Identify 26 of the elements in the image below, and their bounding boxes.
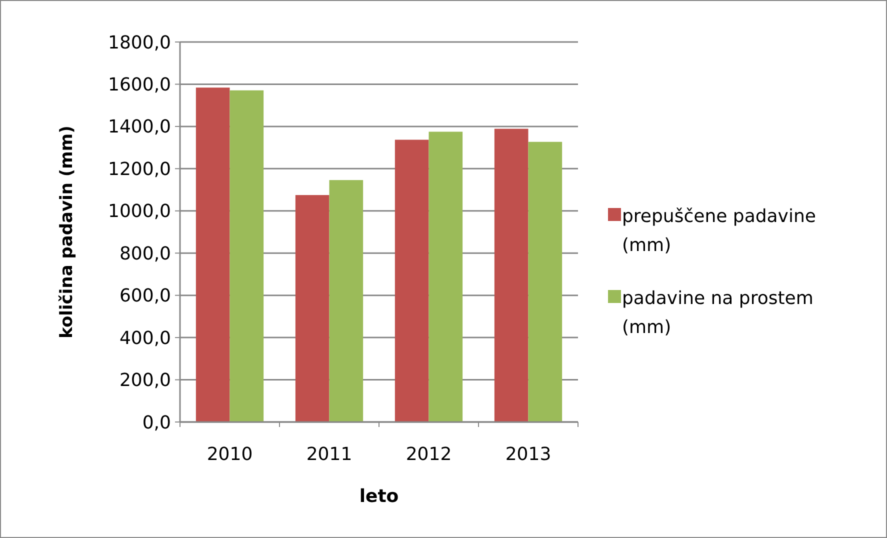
bar — [230, 90, 264, 422]
y-tick-label: 1000,0 — [108, 201, 171, 222]
y-axis-title: količina padavin (mm) — [57, 126, 77, 338]
legend-label: padavine na prostem (mm) — [622, 288, 814, 338]
y-tick-label: 1600,0 — [108, 74, 171, 96]
y-tick-label: 0,0 — [142, 412, 171, 434]
x-axis-title: leto — [359, 486, 399, 507]
y-tick-label: 600,0 — [119, 286, 171, 307]
y-tick-label: 800,0 — [119, 243, 171, 264]
bar — [196, 88, 230, 422]
x-tick-label: 2011 — [306, 444, 352, 465]
bar — [394, 140, 429, 422]
y-tick-label: 1800,0 — [108, 32, 171, 54]
x-tick-label: 2012 — [406, 444, 452, 465]
y-tick-label: 200,0 — [119, 370, 171, 392]
x-tick-label: 2010 — [206, 444, 253, 465]
bar — [428, 132, 463, 422]
bar — [295, 195, 330, 422]
legend-label: prepuščene padavine (mm) — [622, 206, 816, 256]
bar — [329, 180, 364, 422]
bar — [528, 142, 562, 422]
y-tick-label: 1400,0 — [108, 116, 171, 138]
y-tick-label: 400,0 — [119, 328, 171, 349]
x-tick-label: 2013 — [505, 444, 552, 465]
y-tick-label: 1200,0 — [108, 158, 171, 180]
bar — [494, 128, 528, 422]
